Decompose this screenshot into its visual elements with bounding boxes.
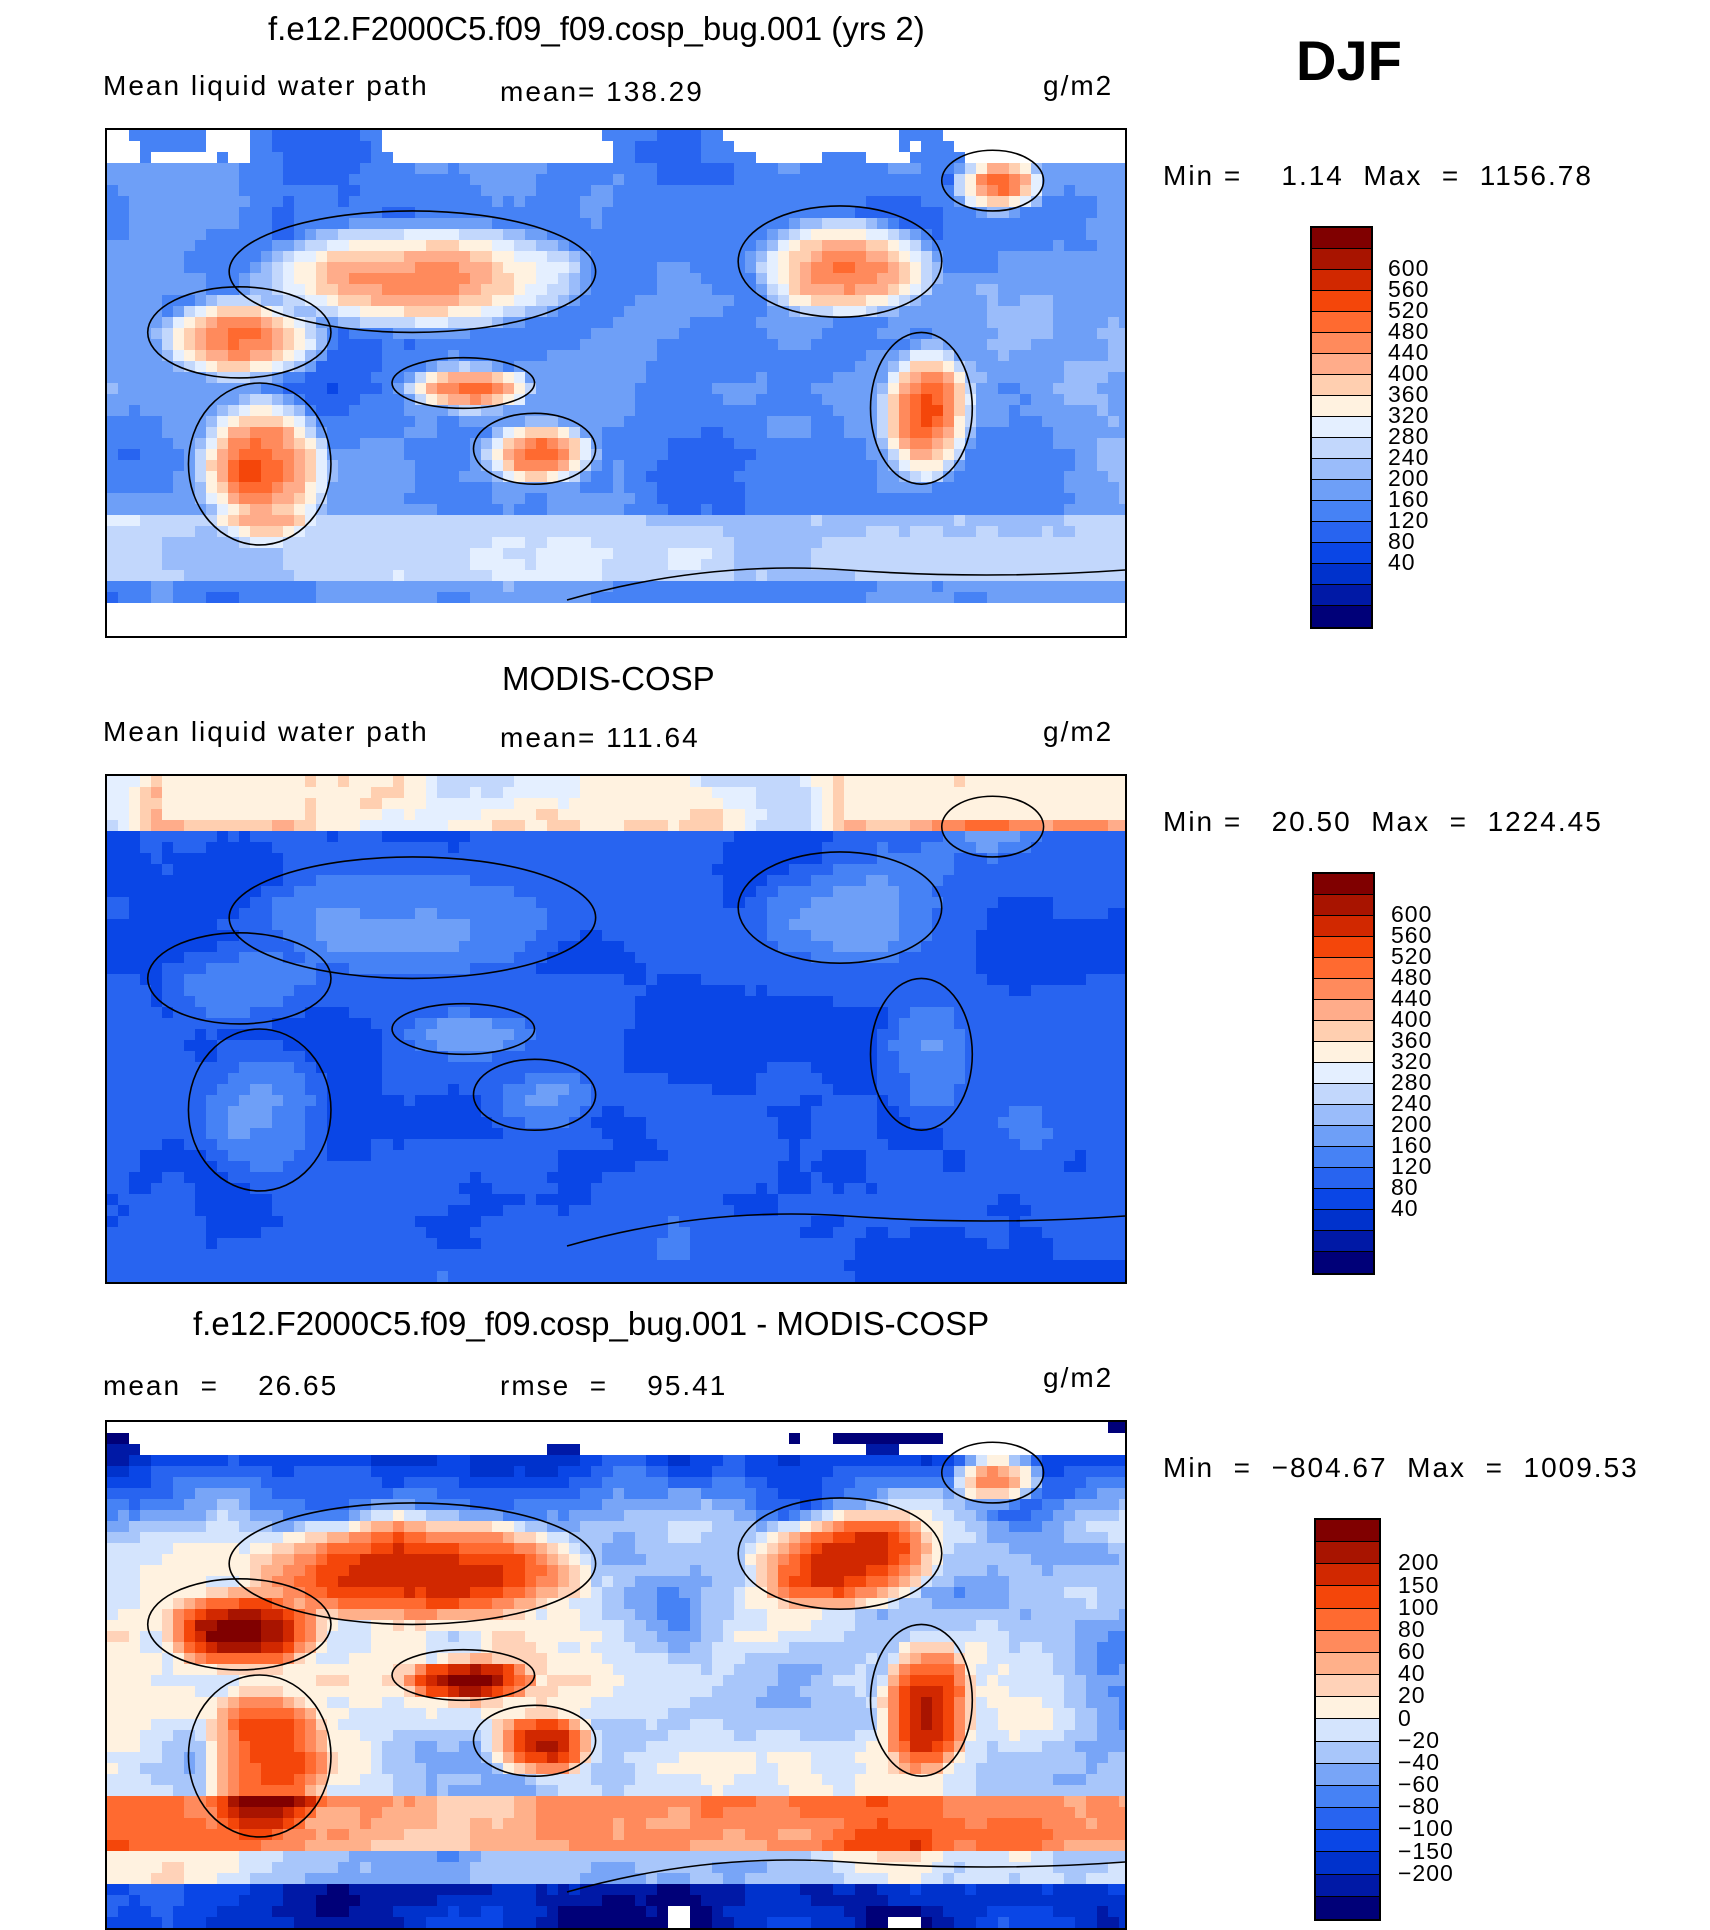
colorbar-swatch — [1312, 228, 1371, 249]
colorbar-swatch — [1312, 501, 1371, 522]
colorbar-swatch — [1314, 1210, 1373, 1231]
colorbar-swatch — [1316, 1631, 1379, 1653]
colorbar-swatch — [1314, 1168, 1373, 1189]
panel-3-title: f.e12.F2000C5.f09_f09.cosp_bug.001 - MOD… — [193, 1305, 989, 1343]
panel-1-left-label: Mean liquid water path — [103, 70, 429, 102]
colorbar-swatch — [1314, 1000, 1373, 1021]
colorbar-swatch — [1314, 1189, 1373, 1210]
panel-1-mean-label: mean= 138.29 — [500, 76, 704, 108]
panel-2-title: MODIS-COSP — [502, 660, 715, 698]
colorbar-swatch — [1314, 1147, 1373, 1168]
panel-1-colorbar — [1310, 226, 1373, 629]
colorbar-swatch — [1316, 1786, 1379, 1808]
colorbar-swatch — [1314, 874, 1373, 895]
panel-2-units: g/m2 — [1043, 716, 1113, 748]
colorbar-swatch — [1316, 1609, 1379, 1631]
colorbar-swatch — [1312, 312, 1371, 333]
panel-3-rmse-label: rmse = 95.41 — [500, 1370, 727, 1402]
colorbar-swatch — [1314, 895, 1373, 916]
colorbar-swatch — [1314, 1021, 1373, 1042]
colorbar-swatch — [1316, 1675, 1379, 1697]
colorbar-swatch — [1314, 1252, 1373, 1273]
panel-3-minmax: Min = −804.67 Max = 1009.53 — [1163, 1452, 1639, 1484]
panel-2-minmax: Min = 20.50 Max = 1224.45 — [1163, 806, 1603, 838]
colorbar-swatch — [1314, 1084, 1373, 1105]
colorbar-swatch — [1312, 459, 1371, 480]
colorbar-tick-label: 20 — [1398, 1684, 1426, 1707]
colorbar-swatch — [1312, 543, 1371, 564]
colorbar-swatch — [1312, 270, 1371, 291]
panel-3-map — [105, 1420, 1127, 1930]
panel-2-mean-label: mean= 111.64 — [500, 722, 700, 754]
season-label: DJF — [1296, 28, 1402, 93]
panel-3-units: g/m2 — [1043, 1362, 1113, 1394]
panel-3-mean-label: mean = 26.65 — [103, 1370, 338, 1402]
colorbar-swatch — [1314, 1126, 1373, 1147]
colorbar-swatch — [1316, 1764, 1379, 1786]
colorbar-swatch — [1316, 1808, 1379, 1830]
colorbar-swatch — [1314, 916, 1373, 937]
colorbar-swatch — [1316, 1897, 1379, 1919]
colorbar-swatch — [1314, 1105, 1373, 1126]
panel-3-colorbar — [1314, 1518, 1381, 1921]
colorbar-swatch — [1312, 585, 1371, 606]
colorbar-swatch — [1316, 1586, 1379, 1608]
colorbar-tick-label: 40 — [1391, 1197, 1419, 1220]
panel-2-map-svg — [107, 776, 1125, 1282]
colorbar-swatch — [1314, 958, 1373, 979]
colorbar-swatch — [1312, 564, 1371, 585]
colorbar-swatch — [1312, 249, 1371, 270]
panel-3-map-svg — [107, 1422, 1125, 1928]
colorbar-swatch — [1316, 1852, 1379, 1874]
colorbar-swatch — [1312, 354, 1371, 375]
colorbar-tick-label: 200 — [1398, 1551, 1439, 1574]
colorbar-tick-label: −200 — [1398, 1862, 1454, 1885]
colorbar-swatch — [1312, 333, 1371, 354]
panel-2-left-label: Mean liquid water path — [103, 716, 429, 748]
colorbar-swatch — [1314, 937, 1373, 958]
colorbar-swatch — [1316, 1653, 1379, 1675]
colorbar-swatch — [1316, 1564, 1379, 1586]
colorbar-tick-label: −100 — [1398, 1817, 1454, 1840]
panel-1-minmax: Min = 1.14 Max = 1156.78 — [1163, 160, 1593, 192]
panel-1-map-svg — [107, 130, 1125, 636]
colorbar-swatch — [1314, 1231, 1373, 1252]
panel-1-units: g/m2 — [1043, 70, 1113, 102]
panel-2-colorbar — [1312, 872, 1375, 1275]
colorbar-swatch — [1316, 1875, 1379, 1897]
colorbar-swatch — [1316, 1742, 1379, 1764]
colorbar-swatch — [1312, 438, 1371, 459]
colorbar-swatch — [1312, 417, 1371, 438]
colorbar-swatch — [1316, 1719, 1379, 1741]
colorbar-tick-label: 40 — [1388, 551, 1416, 574]
colorbar-swatch — [1316, 1697, 1379, 1719]
colorbar-swatch — [1314, 1063, 1373, 1084]
colorbar-swatch — [1314, 979, 1373, 1000]
panel-1-map — [105, 128, 1127, 638]
colorbar-swatch — [1312, 396, 1371, 417]
colorbar-swatch — [1312, 480, 1371, 501]
colorbar-swatch — [1316, 1542, 1379, 1564]
panel-1-title: f.e12.F2000C5.f09_f09.cosp_bug.001 (yrs … — [268, 10, 925, 48]
colorbar-swatch — [1312, 375, 1371, 396]
colorbar-swatch — [1316, 1520, 1379, 1542]
colorbar-swatch — [1312, 291, 1371, 312]
panel-2-map — [105, 774, 1127, 1284]
colorbar-swatch — [1316, 1830, 1379, 1852]
colorbar-swatch — [1312, 606, 1371, 627]
colorbar-swatch — [1314, 1042, 1373, 1063]
colorbar-swatch — [1312, 522, 1371, 543]
